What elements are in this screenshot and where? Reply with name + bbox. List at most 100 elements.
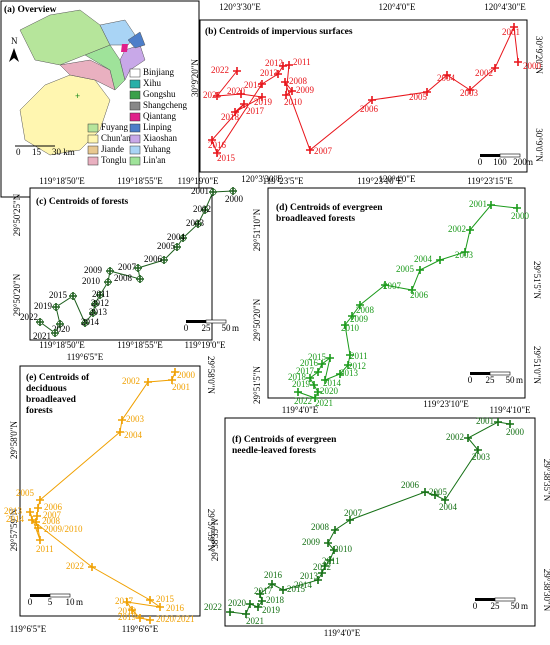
year-label: 2020 (228, 598, 247, 608)
centroid-marker (288, 87, 296, 95)
centroid-marker (466, 226, 474, 234)
panel-title: broadleaved forests (276, 214, 355, 224)
scale-label: 10 (66, 597, 76, 607)
coordinate-label: 29°50'20"N (252, 298, 262, 341)
centroid-marker (160, 256, 168, 264)
year-label: 2011 (350, 351, 368, 361)
year-label: 2021 (203, 90, 221, 100)
region (19, 74, 111, 156)
year-label: 2011 (293, 57, 311, 67)
centroid-marker (506, 420, 514, 428)
coordinate-label: 119°6'6"E (122, 624, 159, 634)
coordinate-label: 120°3'30"E (219, 2, 261, 12)
centroid-marker (510, 23, 518, 31)
year-label: 2013 (4, 506, 23, 516)
centroid-marker (258, 597, 266, 605)
centroid-marker (310, 381, 318, 389)
year-label: 2020 (227, 86, 246, 96)
scale-unit: m (521, 601, 528, 611)
scale-label: 0 (16, 147, 21, 157)
centroid-marker (194, 220, 202, 228)
year-label: 2016 (264, 570, 283, 580)
year-label: 2006 (44, 502, 63, 512)
legend-label: Tonglu (101, 155, 127, 165)
scale-label: 5 (48, 597, 53, 607)
coordinate-label: 29°38'35"N (210, 518, 220, 561)
centroid-marker (346, 351, 354, 359)
centroid-marker (258, 93, 266, 101)
year-label: 2020 (52, 324, 71, 334)
year-label: 2012 (313, 562, 331, 572)
coordinate-label: 119°23'5"E (262, 176, 304, 186)
scale-label: 25 (202, 323, 212, 333)
scale-bar (494, 597, 516, 602)
centroid-marker (408, 286, 416, 294)
year-label: 2009 (296, 85, 315, 95)
centroid-marker (233, 67, 241, 75)
year-label: 2011 (36, 544, 54, 554)
year-label: 2019 (34, 301, 53, 311)
year-label: 2004 (124, 430, 143, 440)
legend-swatch (129, 79, 141, 89)
legend-swatch (87, 156, 99, 166)
year-label: 2009 (84, 265, 103, 275)
coordinate-label: 119°18'50"E (39, 340, 85, 350)
year-label: 2015 (49, 290, 68, 300)
year-label: 2014 (323, 378, 342, 388)
year-label: 2001 (469, 199, 487, 209)
north-arrow (9, 48, 19, 62)
year-label: 2008 (289, 76, 308, 86)
centroid-marker (104, 278, 112, 286)
year-label: 2006 (410, 290, 429, 300)
centroid-marker (330, 546, 338, 554)
centroid-marker (56, 320, 64, 328)
scale-unit: m (516, 375, 523, 385)
year-label: 2016 (300, 358, 319, 368)
region (121, 44, 128, 52)
centroid-marker (96, 291, 104, 299)
legend-label: Binjiang (143, 67, 174, 77)
year-label: 2020/2021 (156, 614, 195, 624)
centroid-marker (282, 91, 290, 99)
legend-swatch (129, 134, 141, 144)
centroid-marker (423, 88, 431, 96)
centroid-marker (346, 516, 354, 524)
coordinate-label: 119°19'0"E (184, 340, 226, 350)
year-label: 2001 (191, 186, 209, 196)
year-label: 2019 (292, 379, 311, 389)
year-label: 2002 (446, 432, 464, 442)
panel-frame (224, 417, 536, 627)
year-label: 2010 (82, 276, 101, 286)
coordinate-label: 29°57'59"N (206, 509, 216, 552)
centroid-marker (436, 256, 444, 264)
year-label: 2008 (114, 273, 133, 283)
legend-swatch (87, 123, 99, 133)
year-label: 2003 (126, 414, 145, 424)
coordinate-label: 119°18'55"E (117, 176, 163, 186)
centroid-marker (314, 368, 322, 376)
legend-swatch (129, 68, 141, 78)
year-label: 2009/2010 (44, 524, 83, 534)
coordinate-label: 119°23'15"E (467, 176, 513, 186)
centroid-marker (91, 300, 99, 308)
legend-swatch (129, 101, 141, 111)
scale-label: 200 (513, 157, 527, 167)
panel-frame (267, 187, 526, 399)
year-label: 2008 (42, 516, 61, 526)
centroid-marker (246, 600, 254, 608)
centroid-marker (314, 388, 322, 396)
legend-swatch (87, 145, 99, 155)
centroid-marker (318, 360, 326, 368)
year-label: 2019 (254, 97, 273, 107)
centroid-marker (285, 61, 293, 69)
year-label: 2013 (89, 307, 108, 317)
centroid-marker (69, 292, 77, 300)
coordinate-label: 119°18'50"E (39, 176, 85, 186)
coordinate-label: 29°51'5"N (532, 261, 542, 299)
centroid-marker (173, 243, 181, 251)
year-label: 2008 (356, 305, 375, 315)
centroid-marker (128, 606, 136, 614)
centroid-marker (229, 187, 237, 195)
centroid-marker (306, 146, 314, 154)
centroid-marker (514, 58, 522, 66)
